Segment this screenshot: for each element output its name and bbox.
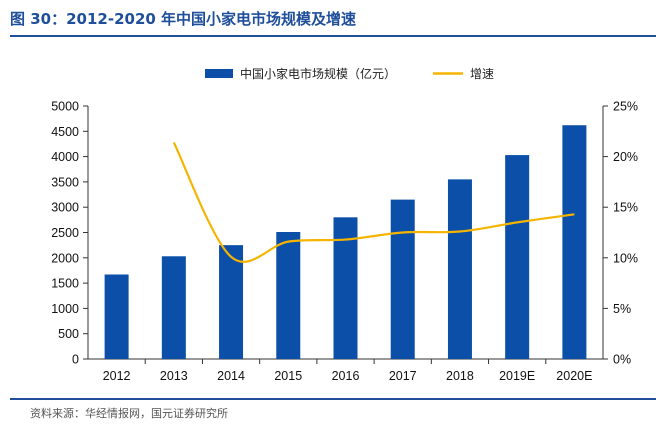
x-tick-label: 2015: [274, 369, 302, 383]
x-tick-label: 2019E: [499, 369, 535, 383]
y-left-tick-label: 5000: [51, 100, 79, 114]
x-tick-label: 2018: [446, 369, 474, 383]
y-left-tick-label: 1000: [51, 302, 79, 316]
x-tick-label: 2014: [217, 369, 245, 383]
y-right-tick-label: 5%: [613, 302, 631, 316]
y-left-tick-label: 0: [72, 353, 79, 367]
growth-rate-line: [172, 141, 575, 263]
y-left-tick-label: 2500: [51, 226, 79, 240]
bar: [505, 155, 530, 359]
x-tick-label: 2017: [389, 369, 417, 383]
bar: [219, 245, 244, 359]
legend-bar-swatch: [205, 69, 233, 78]
y-left-tick-label: 2000: [51, 251, 79, 265]
legend-line-label: 增速: [470, 67, 494, 81]
y-right-tick-label: 25%: [613, 100, 638, 114]
y-left-tick-label: 3000: [51, 201, 79, 215]
bar: [104, 274, 129, 359]
legend: 中国小家电市场规模（亿元） 增速: [205, 66, 494, 81]
bar: [390, 199, 415, 359]
y-right-tick-label: 15%: [613, 201, 638, 215]
y-right-tick-label: 20%: [613, 150, 638, 164]
y-left-tick-label: 4500: [51, 125, 79, 139]
y-left-tick-label: 500: [58, 327, 79, 341]
x-tick-label: 2016: [332, 369, 360, 383]
bar: [447, 179, 472, 359]
x-tick-label: 2020E: [556, 369, 592, 383]
y-left-tick-label: 3500: [51, 175, 79, 189]
x-tick-label: 2012: [103, 369, 131, 383]
bar: [161, 256, 186, 359]
growth-line-series: [172, 141, 575, 263]
y-left-tick-label: 4000: [51, 150, 79, 164]
footer-divider: [10, 398, 656, 400]
y-right-tick-label: 0%: [613, 353, 631, 367]
bar: [562, 125, 587, 359]
chart-title: 图 30：2012-2020 年中国小家电市场规模及增速: [10, 10, 357, 28]
y-left-tick-label: 1500: [51, 277, 79, 291]
bar: [276, 231, 301, 359]
title-divider: [10, 35, 656, 37]
x-tick-label: 2013: [160, 369, 188, 383]
y-right-tick-label: 10%: [613, 251, 638, 265]
legend-bar-label: 中国小家电市场规模（亿元）: [240, 66, 396, 81]
bar-series: [104, 125, 587, 359]
source-note: 资料来源：华经情报网，国元证券研究所: [30, 407, 228, 420]
